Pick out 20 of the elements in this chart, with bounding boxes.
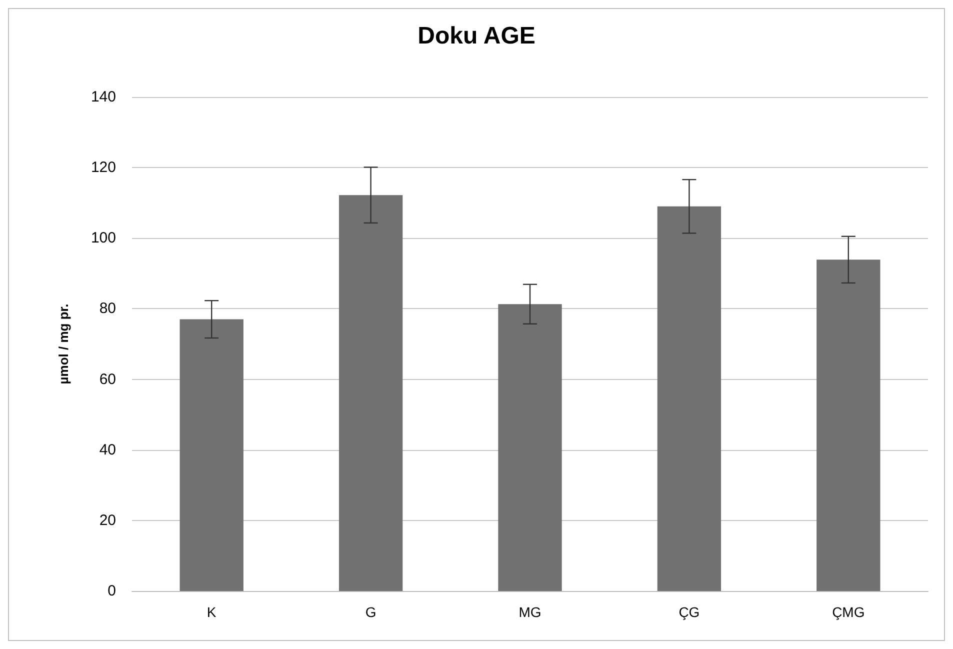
chart-title: Doku AGE (418, 22, 536, 50)
y-tick-label: 40 (99, 441, 116, 458)
bar (657, 206, 722, 591)
x-tick-label: ÇG (678, 604, 700, 620)
y-tick-label: 100 (90, 230, 116, 247)
x-tick-label: MG (518, 604, 542, 620)
y-tick-label: 80 (99, 300, 116, 318)
y-tick-label: 60 (99, 370, 116, 388)
bar (816, 260, 880, 591)
x-tick-label: G (365, 604, 376, 620)
x-tick-label: ÇMG (832, 604, 865, 620)
y-tick-label: 120 (90, 159, 116, 176)
y-tick-label: 20 (99, 512, 116, 529)
y-tick-label: 140 (90, 88, 116, 106)
bar (180, 319, 244, 591)
y-axis-title: µmol / mg pr. (56, 304, 71, 384)
y-tick-label: 0 (108, 582, 116, 600)
bar (498, 304, 562, 591)
x-tick-label: K (206, 604, 217, 620)
bar (338, 195, 403, 591)
